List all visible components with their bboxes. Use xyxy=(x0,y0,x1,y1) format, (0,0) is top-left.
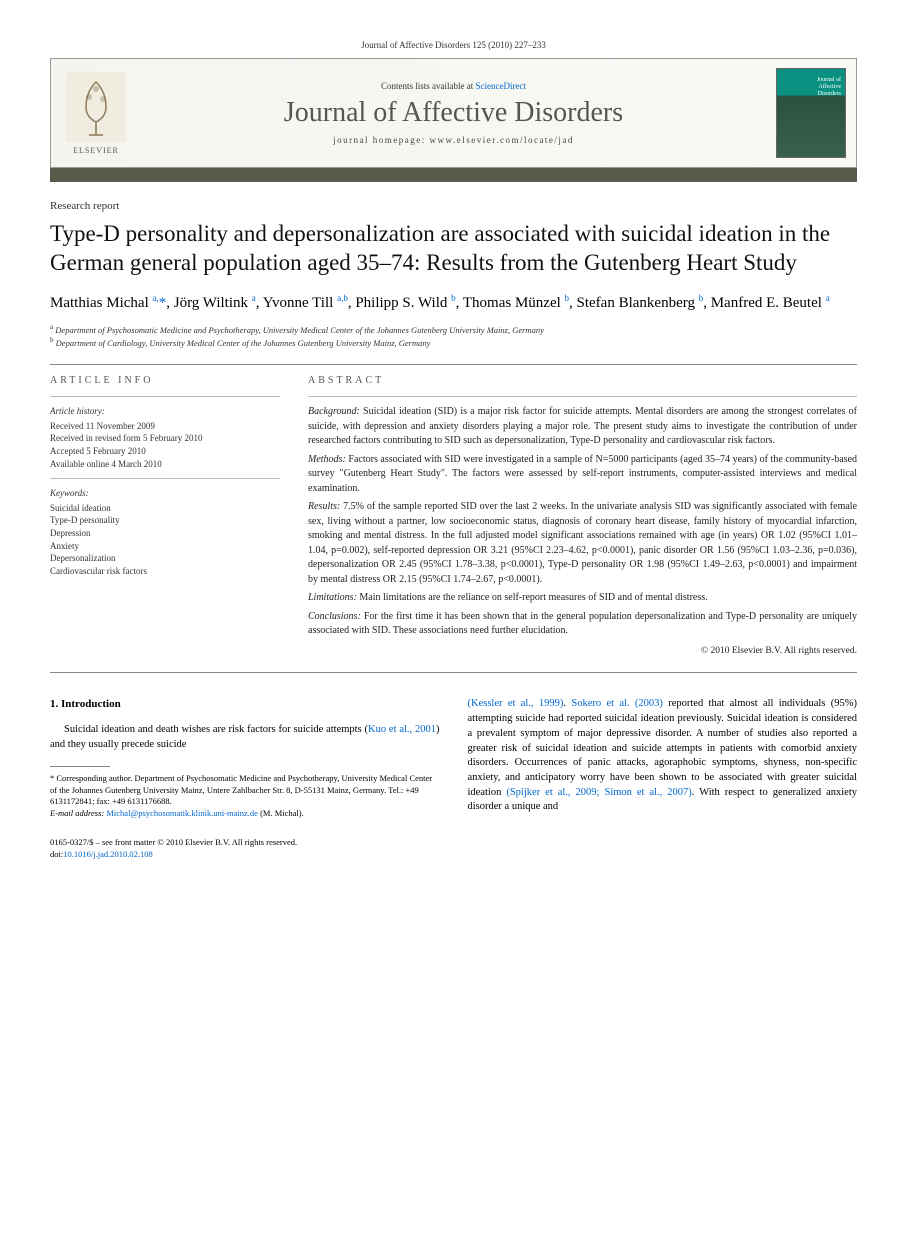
doi-link[interactable]: 10.1016/j.jad.2010.02.108 xyxy=(63,849,152,859)
article-type: Research report xyxy=(50,200,857,212)
affiliation-b: b Department of Cardiology, University M… xyxy=(50,336,857,350)
email-author: (M. Michal). xyxy=(260,808,304,818)
limitations-label: Limitations: xyxy=(308,592,357,603)
contents-line: Contents lists available at ScienceDirec… xyxy=(381,81,526,91)
conclusions-text: For the first time it has been shown tha… xyxy=(308,611,857,637)
publisher-logo-block: ELSEVIER xyxy=(51,59,141,167)
body-column-left: 1. Introduction Suicidal ideation and de… xyxy=(50,697,440,819)
journal-banner: ELSEVIER Contents lists available at Sci… xyxy=(50,58,857,168)
intro-heading: 1. Introduction xyxy=(50,697,440,712)
email-label: E-mail address: xyxy=(50,808,104,818)
homepage-line: journal homepage: www.elsevier.com/locat… xyxy=(333,135,574,145)
abstract-label: ABSTRACT xyxy=(308,375,857,386)
banner-center: Contents lists available at ScienceDirec… xyxy=(141,59,766,167)
history-line: Accepted 5 February 2010 xyxy=(50,445,280,458)
history-line: Received 11 November 2009 xyxy=(50,420,280,433)
journal-title: Journal of Affective Disorders xyxy=(284,97,623,129)
banner-divider xyxy=(50,168,857,182)
article-history: Article history: Received 11 November 20… xyxy=(50,405,280,577)
keyword: Cardiovascular risk factors xyxy=(50,565,280,578)
doi-label: doi: xyxy=(50,849,63,859)
elsevier-tree-icon xyxy=(66,72,126,142)
homepage-prefix: journal homepage: xyxy=(333,135,429,145)
affiliation-a: a Department of Psychosomatic Medicine a… xyxy=(50,323,857,337)
abstract-body: Background: Suicidal ideation (SID) is a… xyxy=(308,405,857,658)
history-line: Received in revised form 5 February 2010 xyxy=(50,432,280,445)
abstract-column: ABSTRACT Background: Suicidal ideation (… xyxy=(308,375,857,658)
article-info-column: ARTICLE INFO Article history: Received 1… xyxy=(50,375,280,658)
results-text: 7.5% of the sample reported SID over the… xyxy=(308,501,857,585)
keyword: Depression xyxy=(50,527,280,540)
results-label: Results: xyxy=(308,501,340,512)
publisher-name: ELSEVIER xyxy=(73,146,119,155)
sciencedirect-link[interactable]: ScienceDirect xyxy=(476,81,526,91)
body-column-right: (Kessler et al., 1999). Sokero et al. (2… xyxy=(468,697,858,819)
methods-label: Methods: xyxy=(308,454,346,465)
history-heading: Article history: xyxy=(50,405,280,418)
methods-text: Factors associated with SID were investi… xyxy=(308,454,857,494)
bottom-info: 0165-0327/$ – see front matter © 2010 El… xyxy=(50,837,857,860)
citation-link[interactable]: Sokero et al. (2003) xyxy=(571,698,663,709)
footnote-rule xyxy=(50,766,110,767)
email-link[interactable]: Michal@psychosomatik.klinik.uni-mainz.de xyxy=(106,808,258,818)
keywords-heading: Keywords: xyxy=(50,487,280,500)
conclusions-label: Conclusions: xyxy=(308,611,361,622)
history-line: Available online 4 March 2010 xyxy=(50,458,280,471)
cover-title-text: Journal ofAffectiveDisorders xyxy=(817,77,841,99)
article-title: Type-D personality and depersonalization… xyxy=(50,220,857,278)
citation-link[interactable]: (Spijker et al., 2009; Simon et al., 200… xyxy=(506,787,691,798)
section-rule xyxy=(50,364,857,365)
corresponding-author-footnote: * Corresponding author. Department of Ps… xyxy=(50,773,440,819)
citation-link[interactable]: (Kessler et al., 1999) xyxy=(468,698,564,709)
keyword: Anxiety xyxy=(50,540,280,553)
affiliations: a Department of Psychosomatic Medicine a… xyxy=(50,323,857,350)
background-label: Background: xyxy=(308,406,360,417)
intro-paragraph: Suicidal ideation and death wishes are r… xyxy=(50,723,440,752)
info-abstract-row: ARTICLE INFO Article history: Received 1… xyxy=(50,375,857,658)
contents-prefix: Contents lists available at xyxy=(381,81,475,91)
limitations-text: Main limitations are the reliance on sel… xyxy=(359,592,707,603)
keyword: Depersonalization xyxy=(50,552,280,565)
citation-link[interactable]: Kuo et al., 2001 xyxy=(368,724,436,735)
cover-thumbnail-block: Journal ofAffectiveDisorders xyxy=(766,59,856,167)
homepage-url: www.elsevier.com/locate/jad xyxy=(430,135,574,145)
authors-list: Matthias Michal a,*, Jörg Wiltink a, Yvo… xyxy=(50,292,857,313)
abstract-copyright: © 2010 Elsevier B.V. All rights reserved… xyxy=(308,645,857,659)
article-info-label: ARTICLE INFO xyxy=(50,375,280,386)
issn-line: 0165-0327/$ – see front matter © 2010 El… xyxy=(50,837,857,848)
section-rule-2 xyxy=(50,672,857,673)
keyword: Suicidal ideation xyxy=(50,502,280,515)
intro-paragraph-cont: (Kessler et al., 1999). Sokero et al. (2… xyxy=(468,697,858,815)
keyword: Type-D personality xyxy=(50,514,280,527)
body-columns: 1. Introduction Suicidal ideation and de… xyxy=(50,697,857,819)
running-header: Journal of Affective Disorders 125 (2010… xyxy=(50,40,857,50)
journal-cover-thumbnail: Journal ofAffectiveDisorders xyxy=(776,68,846,158)
background-text: Suicidal ideation (SID) is a major risk … xyxy=(308,406,857,446)
